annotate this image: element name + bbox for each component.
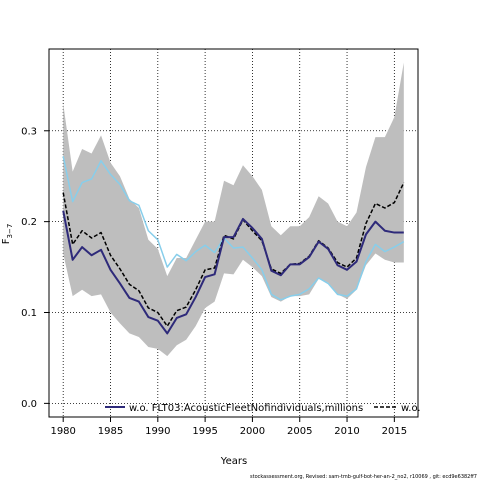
series-line-2: [62, 156, 405, 301]
series-line-1: [62, 210, 404, 335]
y-tick-label: 0.3: [21, 126, 37, 137]
x-tick-label: 1990: [145, 426, 170, 437]
legend-label-1: w.o. FLT03:AcousticFleetNofindividuals,m…: [129, 403, 363, 414]
x-tick-label: 2015: [382, 426, 407, 437]
y-axis-title: F3−7: [1, 224, 14, 245]
x-tick-label: 1985: [98, 426, 123, 437]
x-tick-label: 2000: [240, 426, 265, 437]
y-tick-label: 0.0: [21, 399, 37, 410]
y-axis-title-main: F: [1, 238, 12, 244]
x-axis: 1980 1985 1990 1995 2000 2005 2010 2015: [50, 417, 407, 437]
y-axis-title-subscript: 3−7: [6, 224, 14, 239]
legend-label-2: w.o.: [401, 403, 421, 414]
legend: w.o. FLT03:AcousticFleetNofindividuals,m…: [105, 403, 421, 414]
confidence-band-area: [63, 62, 404, 357]
x-tick-label: 2005: [287, 426, 312, 437]
series-line-3: [62, 182, 405, 327]
x-tick-label: 2010: [334, 426, 359, 437]
plot-frame: [48, 48, 419, 418]
y-axis: 0.0 0.1 0.2 0.3: [21, 126, 49, 410]
x-tick-label: 1980: [50, 426, 75, 437]
x-tick-label: 1995: [192, 426, 217, 437]
y-tick-label: 0.2: [21, 217, 37, 228]
series-lines: [62, 156, 405, 335]
x-axis-title: Years: [220, 456, 247, 467]
y-tick-label: 0.1: [21, 308, 37, 319]
footer-text: stockassessment.org, Revised: sam-tmb-gu…: [250, 474, 477, 480]
confidence-band: [63, 62, 404, 357]
